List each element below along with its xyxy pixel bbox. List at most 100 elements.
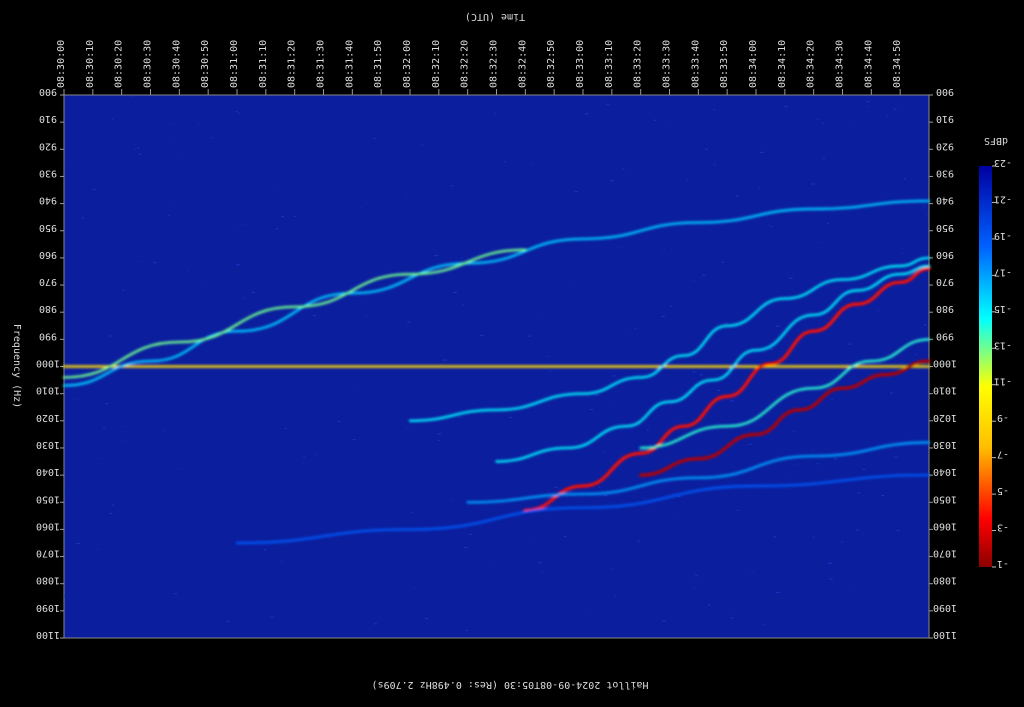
y-tick-label-left: 1040: [36, 466, 60, 477]
y-tick-label-left: 1080: [36, 575, 60, 586]
noise-speckle: [676, 495, 681, 497]
noise-speckle: [693, 588, 697, 589]
noise-speckle: [122, 289, 125, 291]
noise-speckle: [773, 536, 777, 538]
y-tick-label-left: 910: [39, 113, 57, 124]
noise-speckle: [351, 383, 355, 385]
noise-speckle: [667, 124, 671, 126]
noise-speckle: [567, 611, 569, 613]
noise-speckle: [401, 201, 403, 203]
noise-speckle: [857, 492, 861, 494]
y-tick-label-right: 980: [936, 303, 954, 314]
noise-speckle: [100, 220, 103, 222]
noise-speckle: [587, 608, 589, 610]
noise-speckle: [137, 261, 141, 263]
noise-speckle: [358, 207, 362, 208]
noise-speckle: [822, 122, 825, 124]
noise-speckle: [595, 394, 599, 396]
noise-speckle: [109, 335, 112, 337]
noise-speckle: [370, 282, 372, 284]
noise-speckle: [775, 325, 780, 327]
noise-speckle: [405, 426, 409, 428]
signal-trace: [639, 338, 931, 450]
y-tick-label-right: 1010: [933, 385, 957, 396]
noise-speckle: [833, 458, 837, 460]
noise-speckle: [129, 95, 133, 97]
noise-speckle: [450, 499, 454, 501]
noise-speckle: [315, 454, 317, 456]
noise-speckle: [169, 143, 171, 145]
noise-speckle: [748, 443, 752, 445]
noise-speckle: [450, 244, 452, 246]
noise-speckle: [758, 188, 760, 189]
noise-speckle: [762, 624, 765, 626]
noise-speckle: [819, 241, 823, 243]
x-tick-label: 08:32:10: [431, 40, 442, 88]
noise-speckle: [112, 504, 115, 506]
signal-trace: [495, 264, 931, 463]
noise-speckle: [450, 185, 454, 187]
y-tick-label-left: 990: [39, 330, 57, 341]
x-tick-label: 08:31:10: [258, 40, 269, 88]
noise-speckle: [736, 509, 739, 511]
noise-speckle: [153, 262, 157, 264]
noise-speckle: [571, 285, 574, 287]
noise-speckle: [243, 297, 245, 299]
noise-speckle: [181, 158, 184, 160]
noise-speckle: [64, 492, 67, 494]
colorbar-label: dBFS: [984, 135, 1008, 146]
noise-speckle: [169, 205, 172, 207]
y-tick-label-right: 910: [936, 113, 954, 124]
noise-speckle: [642, 498, 647, 499]
noise-speckle: [731, 608, 734, 610]
noise-speckle: [235, 111, 238, 113]
noise-speckle: [202, 281, 206, 283]
noise-speckle: [784, 106, 789, 108]
signal-trace: [62, 248, 527, 379]
noise-speckle: [81, 217, 85, 219]
y-tick-label-left: 1000: [36, 358, 60, 369]
noise-speckle: [662, 250, 666, 251]
noise-speckle: [735, 195, 740, 197]
y-tick-label-left: 940: [39, 195, 57, 206]
y-tick-label-left: 920: [39, 140, 57, 151]
noise-speckle: [434, 255, 439, 257]
x-tick-label: 08:31:00: [229, 40, 240, 88]
noise-speckle: [251, 291, 256, 293]
noise-speckle: [692, 371, 696, 373]
noise-speckle: [111, 119, 113, 121]
noise-speckle: [459, 417, 461, 418]
noise-speckle: [338, 252, 340, 254]
x-tick-label: 08:31:50: [373, 40, 384, 88]
noise-speckle: [508, 417, 512, 419]
signal-trace: [408, 256, 931, 422]
noise-speckle: [694, 384, 697, 386]
noise-speckle: [875, 470, 877, 472]
signal-traces: [62, 199, 931, 545]
noise-speckle: [606, 103, 610, 105]
signal-trace: [235, 473, 931, 545]
y-tick-label-right: 960: [936, 249, 954, 260]
noise-speckle: [480, 334, 484, 336]
x-tick-label: 08:31:20: [287, 40, 298, 88]
noise-speckle: [619, 247, 624, 249]
noise-speckle: [636, 540, 641, 542]
noise-speckle: [549, 370, 553, 372]
y-tick-label-right: 1040: [933, 466, 957, 477]
noise-speckle: [563, 535, 567, 537]
noise-speckle: [166, 360, 168, 362]
y-tick-label-left: 1060: [36, 520, 60, 531]
noise-speckle: [801, 387, 803, 388]
x-tick-label: 08:34:40: [863, 40, 874, 88]
noise-speckle: [92, 188, 96, 190]
x-tick-label: 08:30:20: [114, 40, 125, 88]
noise-speckle: [352, 439, 357, 441]
noise-speckle: [887, 115, 889, 117]
noise-speckle: [76, 399, 78, 401]
noise-speckle: [133, 153, 135, 155]
noise-speckle: [413, 436, 416, 438]
noise-speckle: [699, 374, 703, 376]
noise-speckle: [373, 138, 376, 139]
noise-speckle: [123, 426, 128, 428]
